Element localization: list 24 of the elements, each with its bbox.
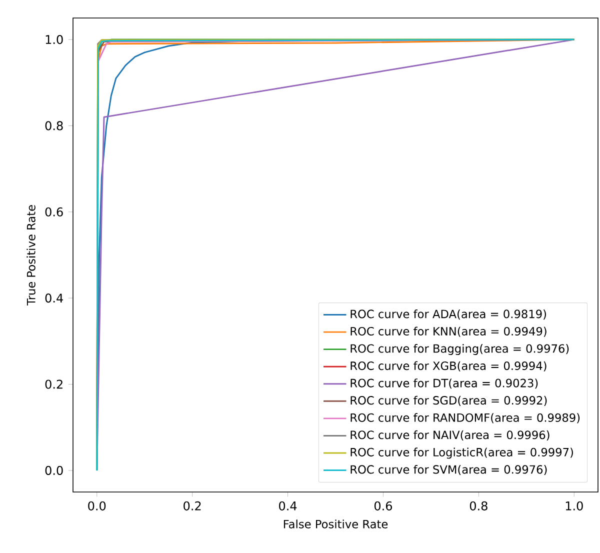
legend-label: ROC curve for XGB(area = 0.9994) (350, 361, 546, 372)
legend-label: ROC curve for DT(area = 0.9023) (350, 378, 538, 389)
legend-label: ROC curve for KNN(area = 0.9949) (350, 326, 546, 337)
legend-label: ROC curve for LogisticR(area = 0.9997) (350, 448, 573, 459)
y-tick-label: 0.4 (45, 294, 63, 303)
y-tick-label: 1.0 (46, 35, 63, 44)
x-tick-label: 0.6 (374, 501, 392, 510)
legend-label: ROC curve for RANDOMF(area = 0.9989) (350, 413, 580, 424)
x-tick-label: 0.2 (184, 501, 201, 510)
x-tick-label: 1.0 (566, 501, 583, 510)
x-tick-label: 0.0 (88, 501, 106, 510)
legend-label: ROC curve for SVM(area = 0.9976) (350, 464, 547, 476)
y-axis-title: True Positive Rate (26, 205, 36, 306)
legend-label: ROC curve for Bagging(area = 0.9976) (350, 344, 569, 355)
legend-label: ROC curve for ADA(area = 0.9819) (350, 309, 546, 320)
y-tick-label: 0.0 (45, 466, 63, 475)
x-tick-label: 0.4 (279, 501, 297, 510)
x-tick-label: 0.8 (470, 501, 488, 510)
legend-label: ROC curve for NAIV(area = 0.9996) (350, 430, 550, 440)
y-tick-label: 0.2 (45, 380, 62, 389)
y-tick-label: 0.8 (45, 121, 63, 130)
x-axis-title: False Positive Rate (284, 520, 388, 528)
y-tick-label: 0.6 (45, 207, 63, 216)
legend-label: ROC curve for SGD(area = 0.9992) (350, 396, 547, 406)
